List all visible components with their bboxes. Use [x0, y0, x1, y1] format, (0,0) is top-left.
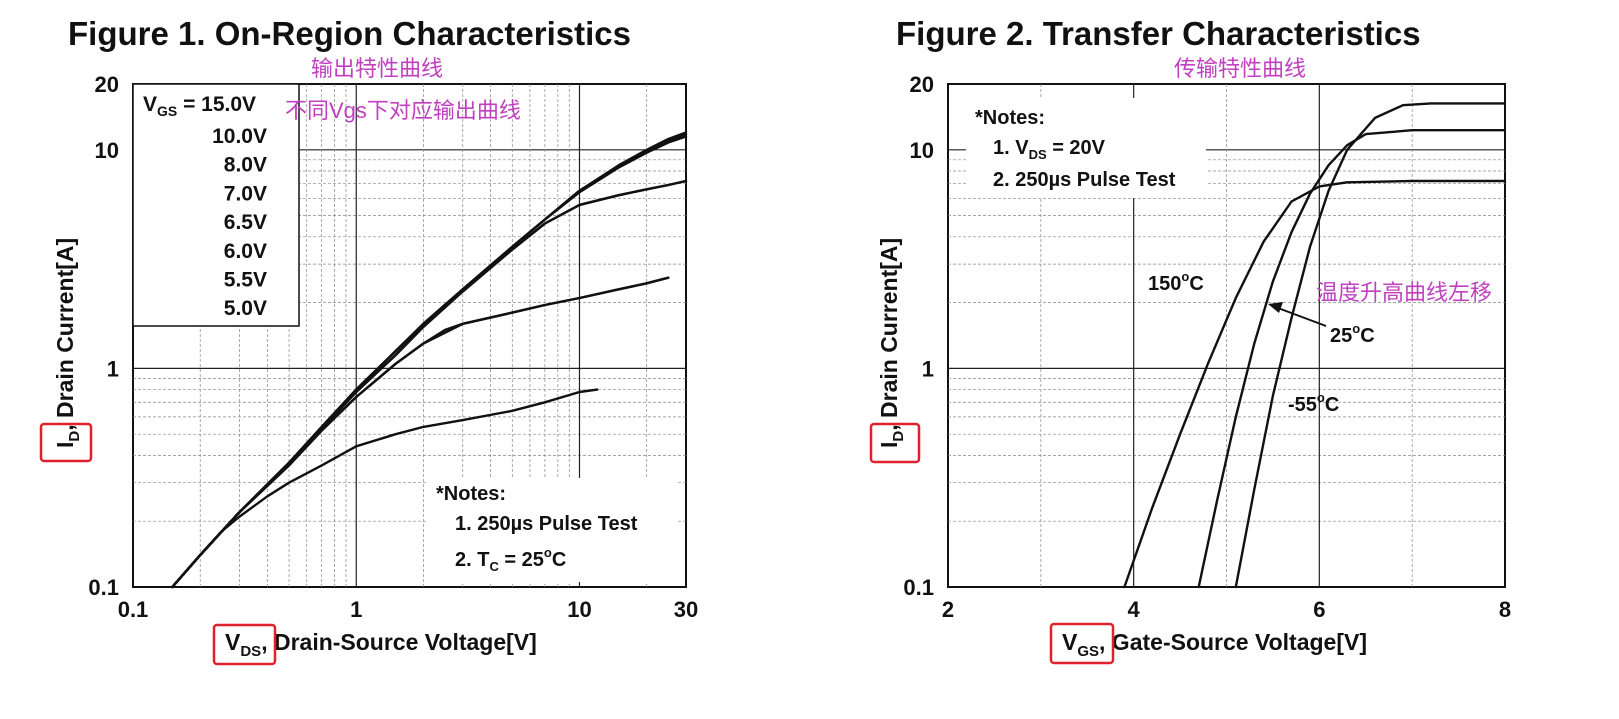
figure-1-on-region: Figure 1. On-Region Characteristics 输出特性… [39, 15, 699, 666]
figure-1-legend-entries: 10.0V 8.0V 7.0V 6.5V 6.0V 5.5V 5.0V [212, 125, 267, 320]
series-line-0 [1123, 179, 1507, 589]
pointer-arrow-shaft [1277, 307, 1327, 327]
figure-2-x-symbol-highlight [1049, 622, 1115, 665]
series-line-7 [171, 388, 599, 589]
legend-entry: 5.0V [224, 297, 267, 320]
figure-2-notes-heading: *Notes: [975, 107, 1045, 129]
y-tick-label: 10 [910, 138, 934, 163]
x-tick-label: 30 [674, 597, 698, 622]
figure-1-y-axis-label: ID, Drain Current[A] [52, 238, 83, 448]
legend-entry: 5.5V [224, 269, 267, 292]
y-tick-label: 0.1 [88, 575, 119, 600]
figure-1-x-symbol-highlight [212, 623, 277, 666]
figure-2-y-symbol-highlight [869, 422, 921, 464]
figure-1-x-tick-labels: 0.1 1 10 30 [118, 597, 699, 622]
figure-2-transfer: Figure 2. Transfer Characteristics 传输特性曲… [869, 15, 1511, 665]
legend-entry: 7.0V [224, 182, 267, 205]
figure-1-legend-box [132, 83, 300, 327]
curve-label-25c: 25oC [1330, 321, 1375, 347]
series-line-2 [1234, 102, 1507, 589]
figure-1-notes-background [428, 478, 676, 582]
figure-1-y-symbol-highlight [39, 422, 93, 463]
series-line-1 [1197, 128, 1507, 589]
figure-2-notes-line-2: 2. 250µs Pulse Test [993, 169, 1176, 191]
figure-1-cn-title: 输出特性曲线 [311, 56, 443, 81]
figure-1-title: Figure 1. On-Region Characteristics [68, 15, 631, 52]
x-tick-label: 6 [1313, 597, 1325, 622]
y-tick-label: 10 [95, 138, 119, 163]
figure-2-x-axis-label: VGS, Gate-Source Voltage[V] [1062, 629, 1367, 660]
figure-2-y-axis-label: ID, Drain Current[A] [876, 238, 907, 448]
figure-1-x-axis-label: VDS, Drain-Source Voltage[V] [225, 629, 537, 660]
figure-2-notes-background [966, 98, 1206, 198]
x-tick-label: 0.1 [118, 597, 149, 622]
legend-entry: 8.0V [224, 154, 267, 177]
y-tick-label: 1 [107, 356, 119, 381]
y-tick-label: 1 [922, 356, 934, 381]
y-tick-label: 20 [95, 72, 119, 97]
figure-1-y-tick-labels: 0.1 1 10 20 [88, 72, 119, 600]
figure-1-plot-frame [132, 83, 687, 588]
figure-1-notes-line-1: 1. 250µs Pulse Test [455, 513, 638, 535]
figure-1-notes-line-2: 2. TC = 25oC [455, 545, 566, 574]
pointer-arrow-head [1268, 302, 1283, 313]
figure-2-y-tick-labels: 0.1 1 10 20 [903, 72, 934, 600]
curve-label-minus55c: -55oC [1288, 390, 1339, 416]
x-tick-label: 4 [1128, 597, 1141, 622]
figure-1-notes-heading: *Notes: [436, 483, 506, 505]
x-tick-label: 1 [350, 597, 362, 622]
figure-2-cn-title: 传输特性曲线 [1174, 56, 1306, 81]
legend-first-entry: VGS = 15.0V [143, 93, 256, 119]
figure-1-cn-legend-note: 不同Vgs下对应输出曲线 [285, 98, 521, 123]
x-tick-label: 10 [567, 597, 591, 622]
curve-label-150c: 150oC [1148, 269, 1204, 295]
legend-entry: 10.0V [212, 125, 267, 148]
figure-2-x-tick-labels: 2 4 6 8 [942, 597, 1511, 622]
figure-2-cn-shift-note: 温度升高曲线左移 [1316, 280, 1492, 305]
legend-entry: 6.0V [224, 240, 267, 263]
legend-entry: 6.5V [224, 211, 267, 234]
y-tick-label: 20 [910, 72, 934, 97]
figure-2-series-group [1123, 102, 1507, 589]
y-tick-label: 0.1 [903, 575, 934, 600]
x-tick-label: 8 [1499, 597, 1511, 622]
x-tick-label: 2 [942, 597, 954, 622]
figure-2-title: Figure 2. Transfer Characteristics [896, 15, 1421, 52]
series-line-6 [171, 276, 670, 589]
figure-2-notes-line-1: 1. VDS = 20V [993, 137, 1106, 162]
figure-1-series-group [171, 131, 688, 589]
